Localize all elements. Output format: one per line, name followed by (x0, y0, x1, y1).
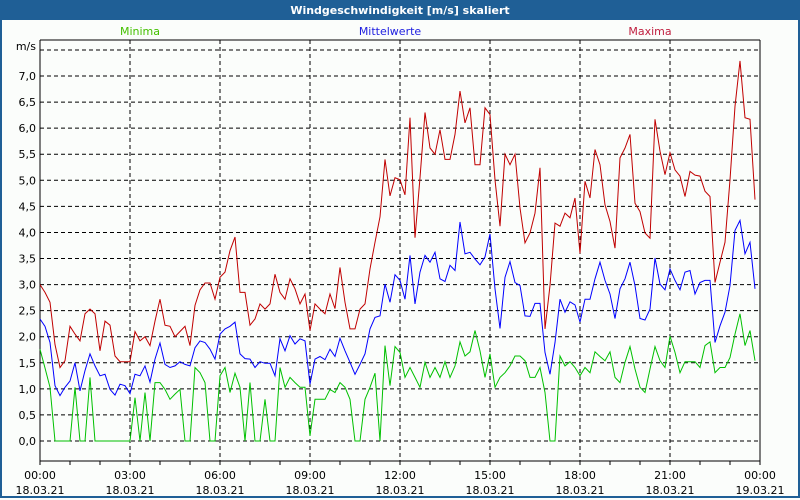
y-tick-label: 5,5 (19, 148, 37, 161)
y-tick-label: 0,0 (19, 435, 37, 448)
x-tick-date: 18.03.21 (646, 484, 695, 497)
x-tick-date: 18.03.21 (16, 484, 65, 497)
series-line-mittelwerte (39, 218, 756, 397)
x-tick-time: 12:00 (384, 469, 416, 482)
y-tick-label: 7,0 (19, 70, 37, 83)
y-tick-label: 6,5 (19, 96, 37, 109)
x-tick-time: 21:00 (654, 469, 686, 482)
x-tick-date: 18.03.21 (376, 484, 425, 497)
y-tick-label: 2,0 (19, 331, 37, 344)
y-tick-label: 4,5 (19, 200, 37, 213)
legend: Minima Mittelwerte Maxima (120, 25, 672, 38)
y-tick-label: 3,0 (19, 279, 37, 292)
legend-mittelwerte: Mittelwerte (359, 25, 422, 38)
x-tick-time: 00:00 (744, 469, 776, 482)
legend-minima: Minima (120, 25, 160, 38)
y-tick-label: 2,5 (19, 305, 37, 318)
x-tick-time: 09:00 (294, 469, 326, 482)
series-line-minima (39, 313, 756, 442)
y-tick-label: 0,5 (19, 409, 37, 422)
x-tick-date: 18.03.21 (106, 484, 155, 497)
y-tick-label: 6,0 (19, 122, 37, 135)
window-title: Windgeschwindigkeit [m/s] skaliert (0, 0, 800, 20)
y-axis-unit: m/s (16, 40, 36, 53)
x-tick-date: 18.03.21 (556, 484, 605, 497)
y-tick-label: 3,5 (19, 253, 37, 266)
x-tick-date: 18.03.21 (466, 484, 515, 497)
x-tick-time: 03:00 (114, 469, 146, 482)
x-tick-time: 06:00 (204, 469, 236, 482)
series-line-maxima (39, 60, 756, 369)
x-tick-time: 18:00 (564, 469, 596, 482)
x-tick-date: 19.03.21 (736, 484, 785, 497)
y-tick-label: 1,0 (19, 383, 37, 396)
y-tick-label: 4,0 (19, 226, 37, 239)
y-tick-label: 1,5 (19, 357, 37, 370)
x-tick-time: 15:00 (474, 469, 506, 482)
y-tick-label: 5,0 (19, 174, 37, 187)
series-lines (39, 60, 756, 442)
x-tick-date: 18.03.21 (196, 484, 245, 497)
legend-maxima: Maxima (628, 25, 671, 38)
axes: 0,0 0,5 1,0 1,5 2,0 2,5 3,0 3,5 4,0 4,5 5,0 5,5 6,0 6… (16, 39, 785, 497)
grid (40, 40, 760, 461)
x-tick-date: 18.03.21 (286, 484, 335, 497)
x-tick-time: 00:00 (24, 469, 56, 482)
